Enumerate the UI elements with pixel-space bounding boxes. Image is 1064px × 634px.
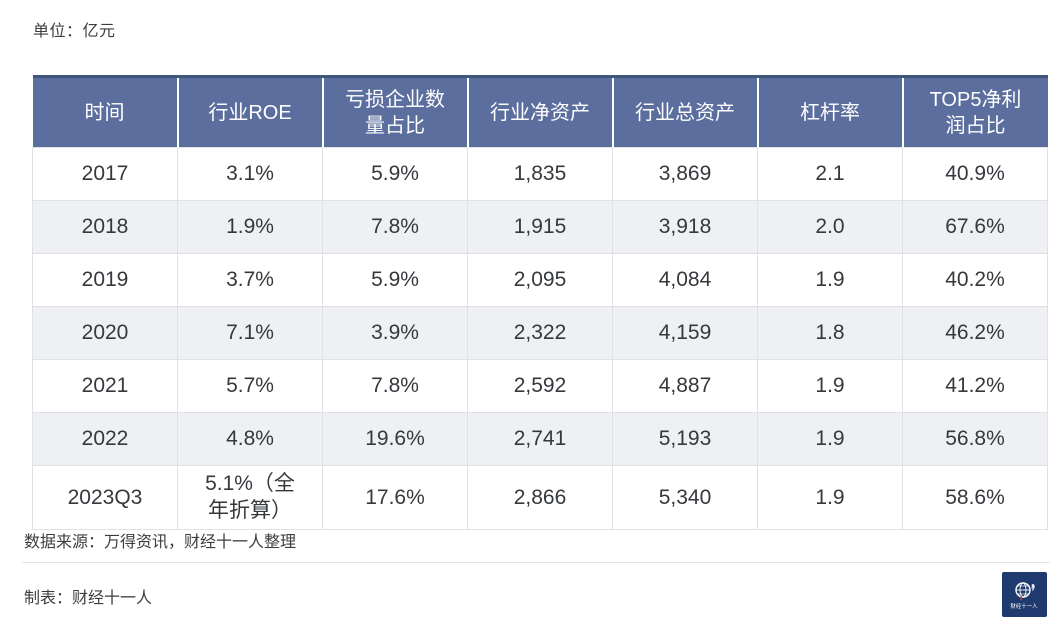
data-cell: 58.6% xyxy=(902,465,1048,530)
data-cell: 7.8% xyxy=(322,359,468,413)
table-row: 2018 1.9% 7.8% 1,915 3,918 2.0 67.6% xyxy=(32,200,1048,254)
data-cell: 46.2% xyxy=(902,306,1048,360)
table-row: 2023Q3 5.1%（全年折算） 17.6% 2,866 5,340 1.9 58.6% xyxy=(32,465,1048,530)
table-header-row: 时间 行业ROE 亏损企业数量占比 行业净资产 行业总资产 杠杆率 TOP5净利润占比 xyxy=(32,75,1048,148)
data-cell: 1.9 xyxy=(757,359,903,413)
data-cell: 5.7% xyxy=(177,359,323,413)
data-cell: 2,741 xyxy=(467,412,613,466)
data-cell: 67.6% xyxy=(902,200,1048,254)
data-cell: 1.9 xyxy=(757,412,903,466)
data-cell: 2.1 xyxy=(757,147,903,201)
data-cell: 4,084 xyxy=(612,253,758,307)
column-header: 行业ROE xyxy=(176,75,323,148)
data-cell: 4,887 xyxy=(612,359,758,413)
row-period-cell: 2022 xyxy=(32,412,178,466)
globe-icon xyxy=(1013,580,1037,602)
row-period-cell: 2019 xyxy=(32,253,178,307)
row-period-cell: 2017 xyxy=(32,147,178,201)
data-cell: 19.6% xyxy=(322,412,468,466)
column-header: 亏损企业数量占比 xyxy=(321,75,468,148)
data-cell: 2,322 xyxy=(467,306,613,360)
row-period-cell: 2021 xyxy=(32,359,178,413)
data-cell: 41.2% xyxy=(902,359,1048,413)
data-cell: 5,193 xyxy=(612,412,758,466)
table-row: 2019 3.7% 5.9% 2,095 4,084 1.9 40.2% xyxy=(32,253,1048,307)
data-cell: 5.9% xyxy=(322,147,468,201)
data-cell: 17.6% xyxy=(322,465,468,530)
logo-text: 财经十一人 xyxy=(1010,603,1038,610)
row-period-cell: 2018 xyxy=(32,200,178,254)
column-header: 行业总资产 xyxy=(611,75,758,148)
row-period-cell: 2023Q3 xyxy=(32,465,178,530)
data-cell: 2,592 xyxy=(467,359,613,413)
column-header: 杠杆率 xyxy=(756,75,903,148)
publisher-logo: 财经十一人 xyxy=(1002,572,1047,617)
data-cell: 5.9% xyxy=(322,253,468,307)
column-header: 行业净资产 xyxy=(466,75,613,148)
column-header: 时间 xyxy=(32,75,178,148)
data-cell: 1.9% xyxy=(177,200,323,254)
data-cell: 7.1% xyxy=(177,306,323,360)
data-cell: 2,095 xyxy=(467,253,613,307)
data-cell: 40.9% xyxy=(902,147,1048,201)
data-cell: 4,159 xyxy=(612,306,758,360)
table-row: 2017 3.1% 5.9% 1,835 3,869 2.1 40.9% xyxy=(32,147,1048,201)
footer-divider xyxy=(22,562,1050,563)
data-cell: 1.8 xyxy=(757,306,903,360)
data-cell: 4.8% xyxy=(177,412,323,466)
data-cell: 7.8% xyxy=(322,200,468,254)
data-cell: 5,340 xyxy=(612,465,758,530)
credit-note: 制表：财经十一人 xyxy=(24,590,153,607)
data-cell: 1,915 xyxy=(467,200,613,254)
column-header: TOP5净利润占比 xyxy=(901,75,1048,148)
data-cell: 1,835 xyxy=(467,147,613,201)
data-cell: 5.1%（全年折算） xyxy=(177,465,323,530)
data-cell: 1.9 xyxy=(757,465,903,530)
data-cell: 2,866 xyxy=(467,465,613,530)
table-row: 2021 5.7% 7.8% 2,592 4,887 1.9 41.2% xyxy=(32,359,1048,413)
data-cell: 3.7% xyxy=(177,253,323,307)
data-table: 时间 行业ROE 亏损企业数量占比 行业净资产 行业总资产 杠杆率 TOP5净利润占比 20… xyxy=(32,75,1048,530)
data-cell: 1.9 xyxy=(757,253,903,307)
table-row: 2022 4.8% 19.6% 2,741 5,193 1.9 56.8% xyxy=(32,412,1048,466)
data-cell: 3.1% xyxy=(177,147,323,201)
data-cell: 40.2% xyxy=(902,253,1048,307)
data-cell: 3,918 xyxy=(612,200,758,254)
table-body: 2017 3.1% 5.9% 1,835 3,869 2.1 40.9% 2018 1.9% 7.… xyxy=(32,147,1048,530)
table-row: 2020 7.1% 3.9% 2,322 4,159 1.8 46.2% xyxy=(32,306,1048,360)
data-source-note: 数据来源：万得资讯，财经十一人整理 xyxy=(24,534,297,551)
row-period-cell: 2020 xyxy=(32,306,178,360)
unit-label: 单位：亿元 xyxy=(33,23,116,40)
data-cell: 3.9% xyxy=(322,306,468,360)
data-cell: 2.0 xyxy=(757,200,903,254)
table-header: 时间 行业ROE 亏损企业数量占比 行业净资产 行业总资产 杠杆率 TOP5净利润占比 xyxy=(32,75,1048,148)
data-cell: 56.8% xyxy=(902,412,1048,466)
data-cell: 3,869 xyxy=(612,147,758,201)
